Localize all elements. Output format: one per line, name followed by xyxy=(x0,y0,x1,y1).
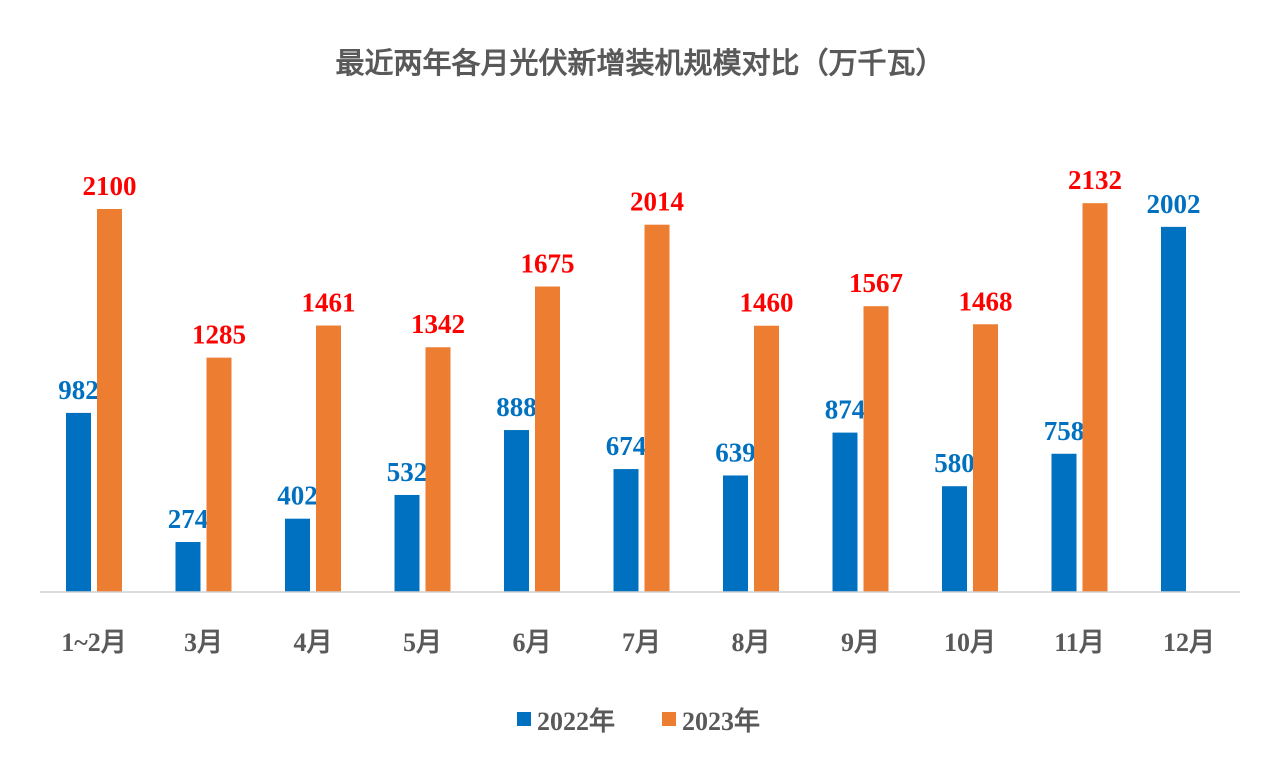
bar-2022年-1~2月 xyxy=(66,412,91,592)
x-tick-label: 1~2月 xyxy=(61,628,127,657)
x-axis-ticks: 1~2月 3月 4月 5月 6月 7月 8月 9月 10月 11月 12月 xyxy=(61,628,1215,657)
chart-title: 最近两年各月光伏新增装机规模对比（万千瓦） xyxy=(335,46,944,80)
data-label: 2014 xyxy=(630,187,684,217)
bar-2022年-11月 xyxy=(1051,453,1077,592)
data-label: 274 xyxy=(168,504,209,534)
x-tick-label: 9月 xyxy=(841,628,880,657)
bar-2022年-12月 xyxy=(1161,226,1186,592)
legend: 2022年 2023年 xyxy=(517,706,760,736)
data-label: 1468 xyxy=(959,286,1013,316)
data-label: 1460 xyxy=(740,288,794,318)
data-label: 639 xyxy=(715,437,756,467)
x-tick-label: 4月 xyxy=(293,628,332,657)
data-label: 1342 xyxy=(411,309,465,339)
bar-2023年-6月 xyxy=(535,286,560,592)
bar-2022年-6月 xyxy=(504,430,529,592)
bar-2022年-5月 xyxy=(394,494,420,592)
bars: 982 2100 274 1285 402 1461 532 1342 888 1675 674 20… xyxy=(58,165,1201,593)
legend-swatch xyxy=(517,712,531,726)
bar-2022年-7月 xyxy=(613,469,639,592)
x-tick-label: 8月 xyxy=(731,628,770,657)
data-label: 874 xyxy=(825,395,866,425)
data-label: 532 xyxy=(387,457,428,487)
legend-label: 2023年 xyxy=(682,706,760,736)
data-label: 2100 xyxy=(83,171,137,201)
bar-2023年-3月 xyxy=(206,357,232,592)
x-tick-label: 6月 xyxy=(512,628,551,657)
data-label: 982 xyxy=(58,375,99,405)
bar-2022年-3月 xyxy=(175,542,201,592)
bar-2023年-11月 xyxy=(1082,203,1108,592)
bar-2023年-5月 xyxy=(425,347,451,592)
data-label: 674 xyxy=(606,431,647,461)
x-tick-label: 12月 xyxy=(1163,628,1215,657)
bar-2023年-9月 xyxy=(863,306,889,592)
data-label: 1567 xyxy=(849,268,903,298)
data-label: 580 xyxy=(934,448,975,478)
bar-2023年-4月 xyxy=(316,325,341,592)
bar-2022年-8月 xyxy=(723,475,748,592)
data-label: 1461 xyxy=(302,288,356,318)
bar-2023年-10月 xyxy=(973,324,998,592)
data-label: 758 xyxy=(1044,416,1085,446)
bar-2022年-10月 xyxy=(942,486,967,592)
data-label: 1285 xyxy=(192,320,246,350)
data-label: 1675 xyxy=(521,249,575,279)
data-label: 402 xyxy=(277,481,318,511)
bar-2023年-1~2月 xyxy=(97,209,122,592)
x-tick-label: 3月 xyxy=(184,628,223,657)
data-label: 2002 xyxy=(1147,189,1201,219)
x-tick-label: 10月 xyxy=(944,628,996,657)
x-tick-label: 7月 xyxy=(622,628,661,657)
data-label: 888 xyxy=(496,392,537,422)
x-tick-label: 11月 xyxy=(1054,628,1105,657)
bar-2023年-7月 xyxy=(644,224,670,593)
x-tick-label: 5月 xyxy=(403,628,442,657)
bar-2022年-4月 xyxy=(285,518,310,592)
bar-2023年-8月 xyxy=(754,325,779,592)
data-label: 2132 xyxy=(1068,165,1122,195)
legend-swatch xyxy=(662,712,676,726)
bar-2022年-9月 xyxy=(832,432,858,592)
legend-label: 2022年 xyxy=(537,706,615,736)
